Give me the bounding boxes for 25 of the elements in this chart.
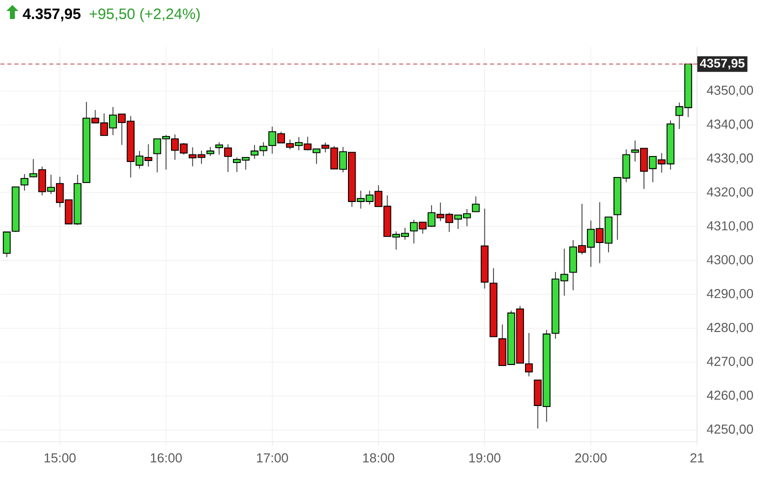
y-tick-label: 4330,00 [706, 154, 754, 164]
y-tick-label: 4250,00 [706, 424, 754, 436]
y-tick-label: 4350,00 [706, 86, 754, 97]
x-tick-label: 20:00 [575, 453, 607, 463]
x-tick-label: 18:00 [363, 453, 394, 463]
candlestick [472, 196, 480, 212]
y-tick-label: 4270,00 [706, 356, 754, 368]
ref-line-label: 4357,95 [700, 58, 745, 70]
candlestick [20, 174, 28, 192]
y-tick-label: 4340,00 [706, 120, 754, 130]
x-tick-label: 19:00 [469, 453, 500, 463]
candlestick [525, 332, 533, 377]
chart-subtitle: +95,50 (+2,24%) [90, 8, 200, 22]
y-tick-label: 4260,00 [706, 390, 754, 402]
y-tick-label: 4280,00 [706, 323, 754, 334]
x-tick-label: 15:00 [44, 453, 76, 463]
x-tick-label: 17:00 [256, 453, 288, 463]
y-tick-label: 4310,00 [706, 221, 754, 232]
chart-title: 4.357,95 [22, 8, 81, 22]
y-tick-label: 4300,00 [706, 255, 754, 266]
candlestick [206, 146, 214, 157]
y-tick-label: 4290,00 [706, 289, 754, 300]
x-tick-label: 16:00 [150, 453, 182, 463]
y-tick-label: 4320,00 [706, 187, 754, 198]
x-tick-label: 21 [690, 453, 704, 462]
